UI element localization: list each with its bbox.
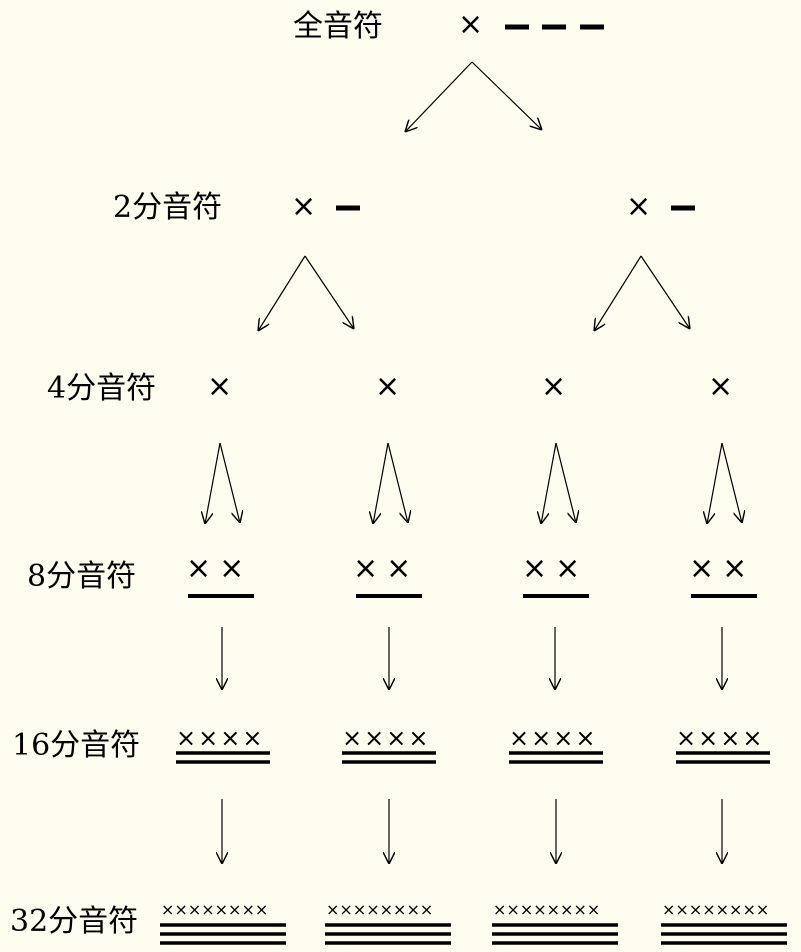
label-quarter-note: 4分音符 [47, 371, 157, 406]
quarter-note-symbol: × [541, 369, 567, 404]
eighth-note-pair: ×× [522, 551, 589, 586]
label-eighth-note: 8分音符 [27, 559, 137, 594]
quarter-note-symbol: × [708, 369, 734, 404]
eighth-note-pair: ×× [689, 551, 756, 586]
sixteenth-note-group: ×××× [509, 724, 598, 752]
thirtysecond-note-beams [160, 923, 787, 945]
sixteenth-note-group: ×××× [342, 724, 431, 752]
sixteenth-note-group: ×××× [176, 724, 265, 752]
label-half-note: 2分音符 [113, 190, 223, 225]
half-note-symbol: × [626, 189, 652, 224]
quarter-note-symbol: × [375, 369, 401, 404]
label-sixteenth-note: 16分音符 [12, 728, 141, 763]
arrows-sixteenth-to-thirtysecond [222, 799, 722, 864]
eighth-note-pair: ×× [186, 551, 253, 586]
arrows-whole-to-half [405, 61, 542, 132]
eighth-note-pair: ×× [353, 551, 420, 586]
thirtysecond-note-group: ×××××××× [161, 900, 269, 919]
arrows-eighth-to-sixteenth [222, 627, 722, 690]
arrows-half-to-quarter [258, 255, 690, 331]
quarter-note-symbol: × [207, 369, 233, 404]
thirtysecond-note-group: ×××××××× [493, 900, 601, 919]
label-whole-note: 全音符 [293, 9, 383, 44]
label-thirtysecond-note: 32分音符 [10, 904, 139, 939]
half-note-symbol: × [291, 189, 317, 224]
whole-note-symbol: × [458, 7, 484, 42]
sixteenth-note-beams [176, 751, 770, 764]
thirtysecond-note-group: ×××××××× [662, 900, 770, 919]
sixteenth-note-group: ×××× [676, 724, 765, 752]
arrows-quarter-to-eighth [205, 442, 742, 524]
thirtysecond-note-group: ×××××××× [326, 900, 434, 919]
